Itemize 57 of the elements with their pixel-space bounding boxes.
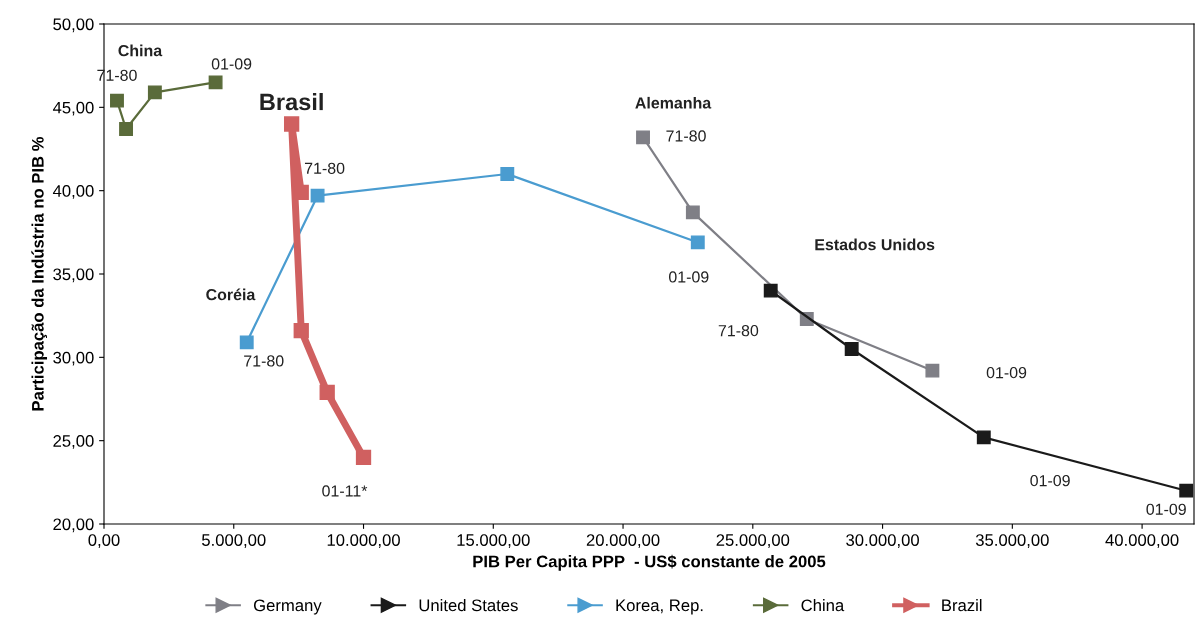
y-tick-label: 20,00: [53, 518, 94, 533]
point: [500, 167, 515, 181]
point: [636, 130, 650, 145]
annotation: 01-11*: [322, 485, 368, 497]
x-tick-label: 30.000,00: [846, 534, 919, 548]
x-tick-label: 25.000,00: [716, 534, 790, 548]
point: [147, 85, 162, 100]
annotation: 71-80: [666, 130, 706, 142]
annotation: 71-80: [244, 355, 284, 367]
point: [239, 335, 254, 350]
point: [976, 430, 991, 445]
annotation: 01-09: [986, 366, 1027, 379]
legend-label: China: [801, 599, 845, 612]
annotation: 71-80: [718, 324, 759, 337]
legend-label: Germany: [253, 599, 322, 615]
legend-label: Brazil: [942, 599, 982, 612]
y-tick-label: 45,00: [52, 101, 94, 116]
annotation: 01-09: [1030, 474, 1070, 487]
y-axis-title: Participação da Indústria no PIB %: [31, 136, 48, 411]
annotation: Brasil: [260, 93, 323, 111]
x-tick-label: 40.000,00: [1105, 534, 1179, 548]
y-tick-label: 25,00: [53, 435, 94, 449]
x-tick-label: 35.000,00: [975, 534, 1049, 548]
point: [925, 363, 940, 378]
annotation: 71-80: [304, 162, 345, 174]
point: [208, 75, 223, 90]
y-tick-label: 40,00: [52, 185, 94, 199]
y-tick-label: 30,00: [53, 351, 94, 366]
point: [1179, 483, 1194, 498]
y-tick-label: 35,00: [53, 268, 94, 283]
point: [283, 116, 300, 132]
point: [690, 235, 705, 250]
point: [310, 188, 325, 203]
x-tick-label: 5.000,00: [201, 534, 266, 548]
point: [844, 342, 859, 356]
x-axis-title: PIB Per Capita PPP - US$ constante de 2005: [473, 554, 826, 571]
annotation: 01-09: [1146, 503, 1186, 515]
point: [293, 323, 309, 339]
legend-label: Korea, Rep.: [616, 599, 703, 615]
x-tick-label: 10.000,00: [327, 534, 400, 548]
y-tick-label: 50,00: [53, 18, 94, 33]
point: [110, 93, 124, 108]
annotation: China: [118, 44, 163, 57]
annotation: Estados Unidos: [815, 238, 935, 251]
annotation: Coréia: [206, 288, 256, 301]
point: [763, 283, 778, 298]
point: [119, 122, 134, 136]
annotation: 01-09: [211, 58, 252, 70]
annotation: 01-09: [668, 271, 709, 283]
legend-label: United States: [419, 599, 518, 612]
x-tick-label: 0,00: [88, 534, 120, 548]
point: [319, 384, 335, 400]
point: [685, 205, 700, 220]
x-tick-label: 20.000,00: [586, 534, 660, 548]
annotation: Alemanha: [635, 96, 712, 109]
x-tick-label: 15.000,00: [457, 534, 530, 548]
point: [355, 449, 372, 465]
